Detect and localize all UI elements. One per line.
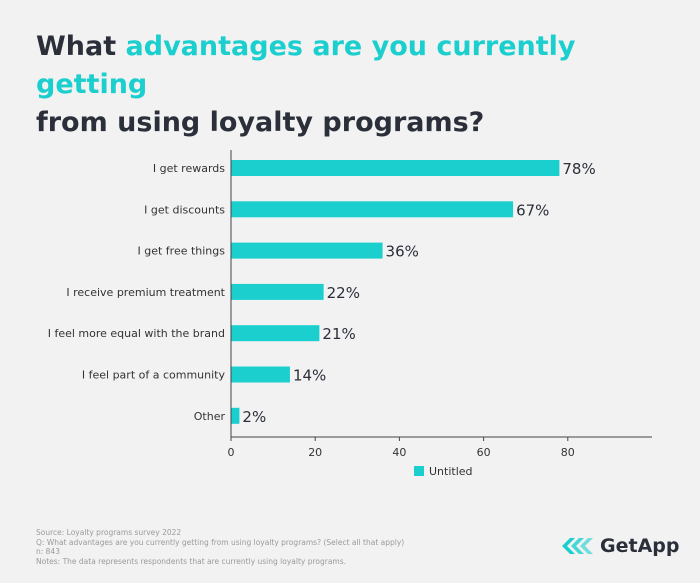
x-tick-label: 20 — [308, 446, 322, 459]
title-accent: advantages are you currently getting — [36, 31, 576, 100]
chart-title: What advantages are you currently gettin… — [36, 28, 676, 142]
data-label: 2% — [242, 408, 266, 426]
category-label: I get free things — [137, 245, 225, 258]
chart-footer: Source: Loyalty programs survey 2022 Q: … — [36, 528, 404, 566]
bar — [231, 366, 290, 383]
bar — [231, 283, 324, 300]
footer-question: Q: What advantages are you currently get… — [36, 537, 405, 547]
title-part-1: What — [36, 31, 126, 62]
data-label: 14% — [293, 367, 326, 385]
bar — [231, 242, 383, 259]
footer-source: Source: Loyalty programs survey 2022 — [36, 528, 182, 537]
data-label: 21% — [322, 325, 355, 343]
category-label: I feel part of a community — [82, 369, 226, 382]
bar-chart: I get rewards 78% I get discounts 67% I get … — [48, 150, 652, 478]
legend-label: Untitled — [429, 465, 473, 478]
category-label: I get discounts — [144, 203, 225, 216]
logo-text: GetApp — [600, 535, 680, 557]
data-label: 36% — [386, 243, 419, 261]
bar — [231, 201, 514, 218]
footer-notes: Notes: The data represents respondents t… — [36, 556, 347, 566]
category-label: I get rewards — [153, 162, 225, 175]
bar — [231, 407, 240, 424]
x-tick-label: 80 — [561, 446, 575, 459]
x-tick-label: 0 — [228, 446, 235, 459]
legend-swatch — [414, 466, 424, 476]
category-label: I receive premium treatment — [66, 286, 225, 299]
getapp-chevrons-icon — [562, 538, 593, 554]
data-label: 67% — [516, 201, 549, 219]
category-label: Other — [194, 410, 226, 423]
category-label: I feel more equal with the brand — [48, 327, 225, 340]
getapp-logo: GetApp — [562, 535, 679, 557]
title-part-3: from using loyalty programs? — [36, 107, 485, 138]
x-tick-label: 40 — [392, 446, 406, 459]
bar — [231, 160, 560, 176]
bar — [231, 325, 320, 342]
data-label: 22% — [327, 284, 360, 302]
x-tick-label: 60 — [477, 446, 491, 459]
footer-n: n: 843 — [36, 547, 60, 556]
data-label: 78% — [562, 160, 595, 178]
